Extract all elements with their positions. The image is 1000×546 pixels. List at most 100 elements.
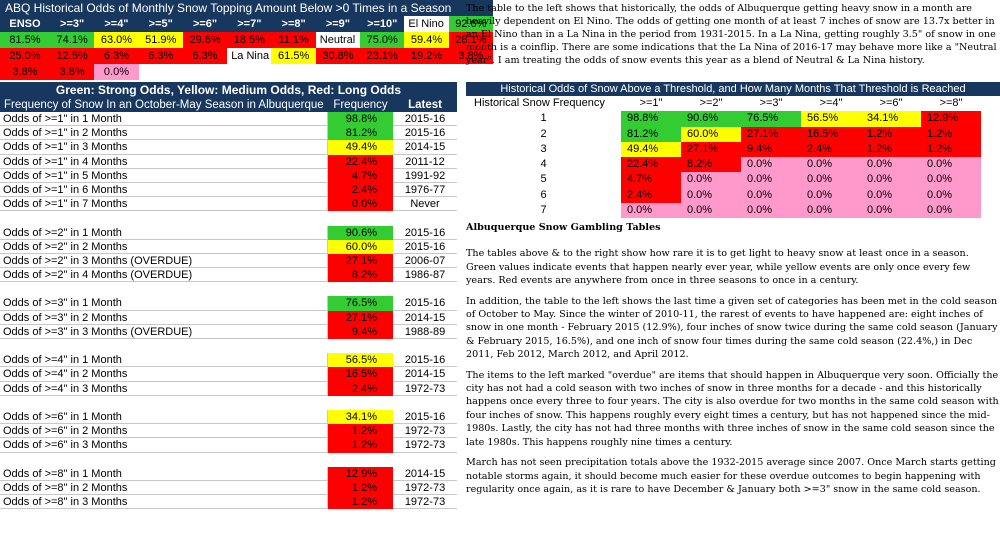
threshold-value-cell: 12.9%: [921, 111, 981, 127]
enso-table-grid: ENSO >=3" >=4" >=5" >=6" >=7" >=8" >=9" >=10" El …: [0, 16, 493, 80]
latest-season-cell: 2015-16: [393, 410, 457, 425]
latest-season-cell: 2015-16: [393, 226, 457, 240]
enso-value-cell: 11.1%: [271, 32, 316, 48]
frequency-cell: 8.2%: [328, 268, 393, 283]
latest-season-cell: 1972-73: [393, 495, 457, 510]
month-count-label: 7: [466, 203, 621, 219]
frequency-table-body: Odds of >=1" in 1 Month 98.8% 2015-16 Odds …: [0, 112, 457, 510]
row-label: Odds of >=6" in 2 Months: [0, 424, 328, 439]
frequency-cell: 12.9%: [328, 466, 393, 481]
frequency-cell: 2.4%: [328, 182, 393, 198]
frequency-cell: 1.2%: [328, 495, 393, 510]
threshold-value-cell: 2.4%: [801, 141, 861, 158]
threshold-table-grid: Historical Snow Frequency >=1" >=2" >=3" >=4…: [466, 96, 1000, 219]
section-heading: Albuquerque Snow Gambling Tables: [466, 222, 661, 233]
enso-odds-table: ABQ Historical Odds of Monthly Snow Topp…: [0, 0, 493, 80]
frequency-cell: 81.2%: [328, 126, 393, 141]
threshold-value-cell: 27.1%: [741, 126, 801, 142]
threshold-value-cell: 4.7%: [621, 172, 681, 188]
threshold-value-cell: 0.0%: [861, 187, 921, 204]
threshold-value-cell: 0.0%: [801, 187, 861, 204]
threshold-value-cell: 0.0%: [741, 157, 801, 173]
table-row: Odds of >=2" in 4 Months (OVERDUE) 8.2% 19…: [0, 268, 457, 283]
enso-value-cell: 3.8%: [448, 48, 493, 64]
enso-value-cell: 19.2%: [404, 48, 449, 64]
frequency-cell: 1.2%: [328, 438, 393, 453]
threshold-value-cell: 0.0%: [741, 172, 801, 188]
enso-value-cell: 59.4%: [404, 32, 449, 48]
row-label: Odds of >=1" in 3 Months: [0, 140, 328, 155]
row-label: Odds of >=8" in 3 Months: [0, 495, 328, 510]
gambling-tables-text: Albuquerque Snow Gambling Tables The tab…: [466, 221, 1000, 503]
latest-season-cell: 1991-92: [393, 169, 457, 183]
paragraph: In addition, the table to the left shows…: [466, 295, 998, 361]
enso-value-cell: 92.6%: [448, 16, 493, 32]
latest-season-cell: 2015-16: [393, 112, 457, 127]
latest-season-cell: 1976-77: [393, 183, 457, 198]
enso-table-title: ABQ Historical Odds of Monthly Snow Topp…: [0, 0, 493, 16]
threshold-value-cell: 1.2%: [861, 126, 921, 142]
header-label: Frequency of Snow In an October-May Seas…: [4, 99, 324, 111]
paragraph: March has not seen precipitation totals …: [466, 457, 996, 495]
frequency-cell: 1.2%: [328, 480, 393, 496]
table-row: Odds of >=1" in 2 Months 81.2% 2015-16: [0, 126, 457, 141]
frequency-cell: 2.4%: [328, 381, 393, 396]
table-row: Odds of >=6" in 3 Months 1.2% 1972-73: [0, 438, 457, 453]
enso-column-header: >=7": [227, 16, 272, 32]
threshold-column-header: >=4": [801, 96, 861, 112]
row-label: Odds of >=2" in 2 Months: [0, 239, 328, 254]
threshold-value-cell: 0.0%: [681, 203, 741, 219]
threshold-value-cell: 1.2%: [861, 141, 921, 158]
enso-value-cell: 30.8%: [315, 48, 361, 64]
threshold-column-header: >=1": [621, 96, 681, 112]
threshold-value-cell: 22.4%: [621, 157, 681, 173]
enso-value-cell: 12.5%: [50, 48, 95, 64]
table-row: Odds of >=8" in 2 Months 1.2% 1972-73: [0, 480, 457, 496]
row-label: Odds of >=1" in 1 Month: [0, 112, 328, 127]
enso-value-cell: 6.3%: [182, 48, 228, 64]
table-row: Odds of >=1" in 3 Months 49.4% 2014-15: [0, 140, 457, 155]
enso-column-header: >=8": [271, 16, 316, 32]
latest-season-cell: 1986-87: [393, 268, 457, 283]
latest-season-cell: 1972-73: [393, 382, 457, 396]
row-label: Odds of >=1" in 6 Months: [0, 182, 328, 198]
latest-season-cell: 1972-73: [393, 481, 457, 496]
threshold-value-cell: 0.0%: [741, 203, 801, 219]
enso-row-label: Neutral: [315, 32, 361, 48]
threshold-value-cell: 0.0%: [921, 187, 981, 204]
enso-value-cell: 75.0%: [360, 32, 405, 48]
frequency-cell: 0.0%: [328, 197, 393, 212]
enso-row-label: El Nino: [404, 16, 449, 32]
row-label: Odds of >=6" in 3 Months: [0, 438, 328, 453]
threshold-value-cell: 0.0%: [921, 157, 981, 173]
table-row: Odds of >=8" in 1 Month 12.9% 2014-15: [0, 466, 457, 481]
group-spacer: [0, 453, 457, 467]
table-row: Odds of >=3" in 3 Months (OVERDUE) 9.4% 19…: [0, 324, 457, 339]
row-label: Odds of >=6" in 1 Month: [0, 409, 328, 425]
threshold-value-cell: 0.0%: [861, 157, 921, 173]
enso-value-cell: 25.0%: [0, 48, 50, 64]
threshold-value-cell: 0.0%: [621, 203, 681, 219]
month-count-label: 5: [466, 172, 621, 188]
row-label: Odds of >=2" in 4 Months (OVERDUE): [0, 268, 328, 283]
table-row: Odds of >=6" in 2 Months 1.2% 1972-73: [0, 424, 457, 439]
threshold-value-cell: 1.2%: [921, 126, 981, 142]
frequency-table: Green: Strong Odds, Yellow: Medium Odds,…: [0, 82, 457, 546]
table-row: Odds of >=4" in 2 Months 16.5% 2014-15: [0, 367, 457, 382]
enso-value-cell: 3.8%: [50, 64, 95, 80]
row-label: Odds of >=4" in 1 Month: [0, 353, 328, 368]
color-legend-banner: Green: Strong Odds, Yellow: Medium Odds,…: [0, 82, 457, 98]
month-count-label: 6: [466, 187, 621, 204]
frequency-cell: 49.4%: [328, 140, 393, 155]
enso-value-cell: 18.5%: [227, 32, 272, 48]
latest-season-cell: Never: [393, 197, 457, 212]
threshold-value-cell: 0.0%: [921, 203, 981, 219]
table-row: Odds of >=4" in 3 Months 2.4% 1972-73: [0, 381, 457, 396]
threshold-value-cell: 0.0%: [741, 187, 801, 204]
threshold-value-cell: 8.2%: [681, 157, 741, 173]
threshold-value-cell: 0.0%: [801, 172, 861, 188]
frequency-table-header: Frequency of Snow In an October-May Seas…: [0, 98, 457, 112]
latest-season-cell: 2006-07: [393, 254, 457, 269]
enso-value-cell: 61.5%: [271, 48, 316, 64]
header-frequency: Frequency: [333, 99, 388, 111]
